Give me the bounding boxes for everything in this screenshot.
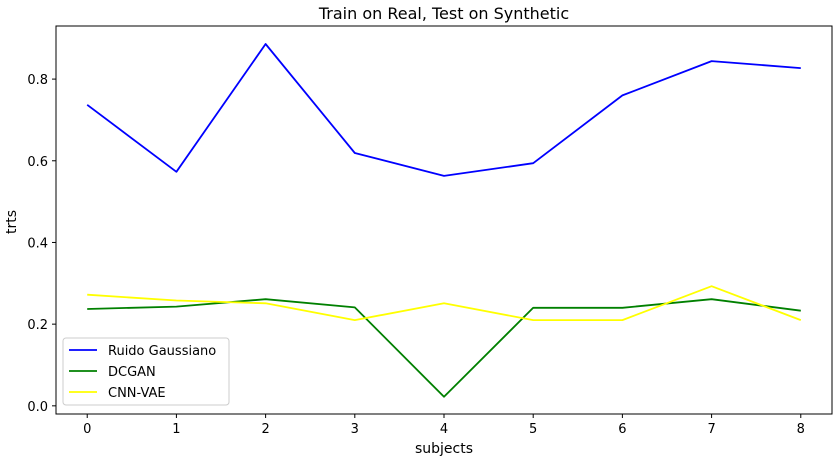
x-tick-label: 1 (172, 422, 180, 437)
x-tick-label: 2 (261, 422, 269, 437)
x-axis-label: subjects (415, 441, 473, 457)
x-tick-label: 8 (797, 422, 805, 437)
y-axis-label: trts (4, 210, 20, 234)
legend: Ruido Gaussiano DCGAN CNN-VAE (62, 337, 230, 406)
series-line-dcgan (87, 298, 801, 398)
x-tick-label: 5 (529, 422, 537, 437)
series-lines (86, 43, 802, 398)
chart-title: Train on Real, Test on Synthetic (318, 4, 569, 23)
legend-label: Ruido Gaussiano (108, 344, 216, 359)
legend-label: CNN-VAE (108, 386, 166, 401)
y-axis-ticks: 0.0 0.2 0.4 0.6 0.8 (27, 73, 56, 415)
y-tick-label: 0.8 (27, 73, 48, 88)
y-tick-label: 0.2 (27, 318, 48, 333)
x-tick-label: 0 (83, 422, 91, 437)
series-line-cnn-vae (87, 285, 802, 322)
x-tick-label: 7 (707, 422, 715, 437)
axes-frame (55, 25, 833, 415)
x-axis-ticks: 0 1 2 3 4 5 6 7 8 (83, 414, 805, 437)
series-line-ruido-gaussiano (86, 43, 801, 177)
y-tick-label: 0.0 (27, 400, 48, 415)
y-tick-label: 0.4 (27, 236, 48, 251)
legend-box (62, 337, 230, 406)
legend-label: DCGAN (108, 365, 156, 380)
x-tick-label: 4 (440, 422, 448, 437)
y-tick-label: 0.6 (27, 155, 48, 170)
x-tick-label: 6 (618, 422, 626, 437)
x-tick-label: 3 (351, 422, 359, 437)
